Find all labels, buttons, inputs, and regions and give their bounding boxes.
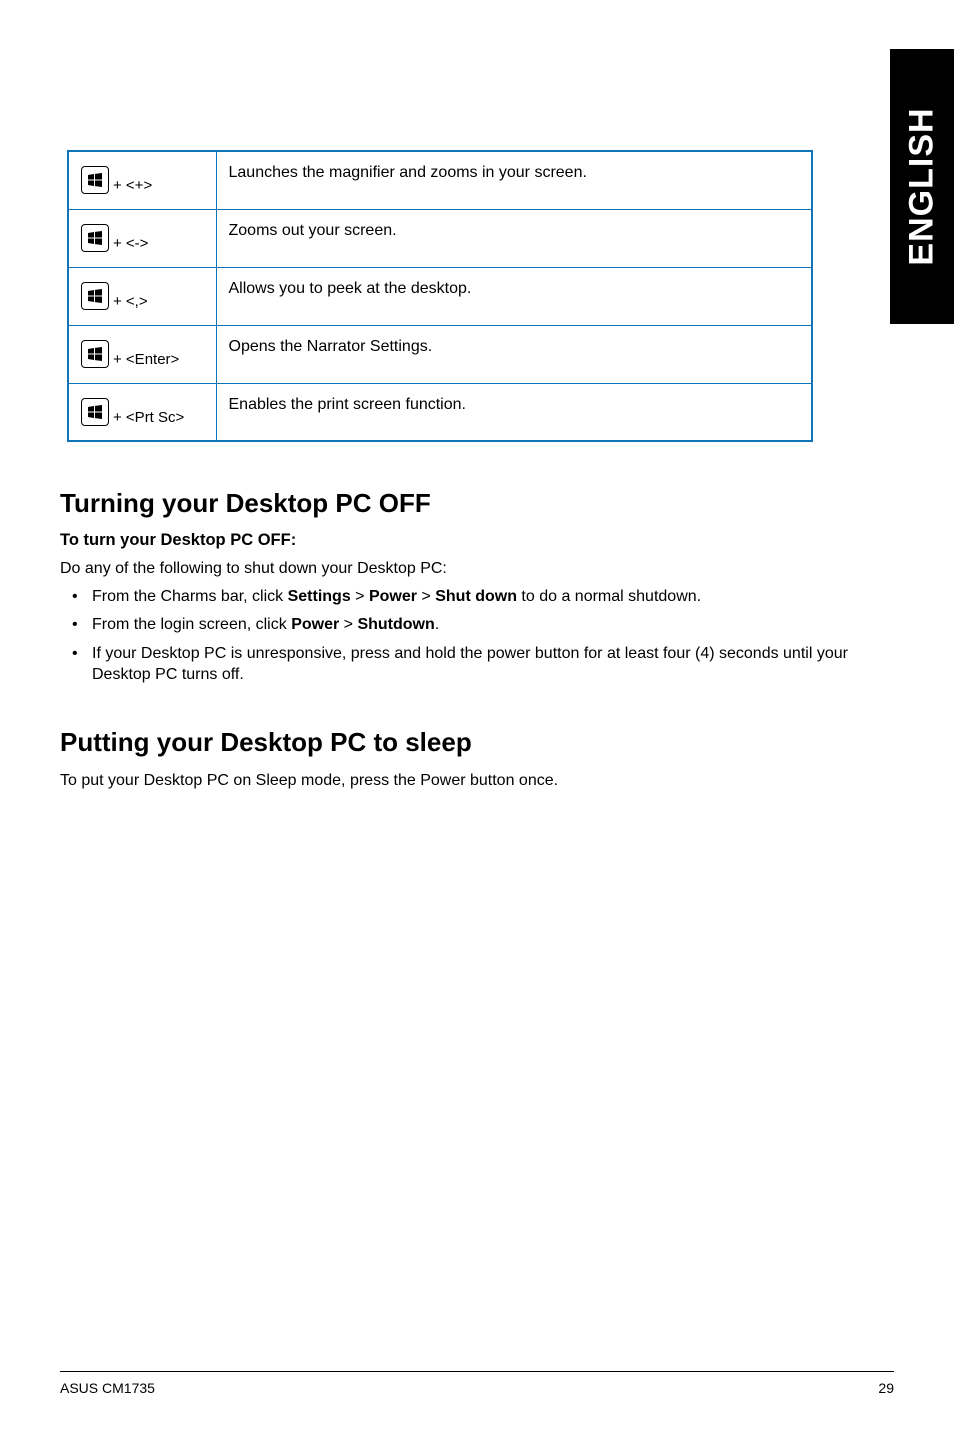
table-row: + <Enter> Opens the Narrator Settings. — [68, 325, 812, 383]
bullet-bold: Shut down — [435, 588, 517, 605]
windows-key-icon — [81, 166, 109, 194]
footer: ASUS CM1735 29 — [60, 1371, 894, 1396]
bullet-text: > — [417, 588, 435, 605]
key-suffix: + <-> — [113, 233, 148, 254]
key-cell: + <Prt Sc> — [68, 383, 216, 441]
key-cell: + <+> — [68, 151, 216, 209]
windows-key-icon — [81, 398, 109, 426]
desc-cell: Launches the magnifier and zooms in your… — [216, 151, 812, 209]
table-row: + <-> Zooms out your screen. — [68, 209, 812, 267]
windows-key-icon — [81, 282, 109, 310]
list-item: From the Charms bar, click Settings > Po… — [60, 586, 894, 608]
list-item: From the login screen, click Power > Shu… — [60, 614, 894, 636]
bullet-text: From the Charms bar, click — [92, 588, 288, 605]
section-heading-sleep: Putting your Desktop PC to sleep — [60, 727, 894, 758]
bullet-bold: Power — [291, 616, 339, 633]
windows-key-icon — [81, 224, 109, 252]
footer-page-number: 29 — [878, 1380, 894, 1396]
footer-left: ASUS CM1735 — [60, 1380, 155, 1396]
bullet-text: to do a normal shutdown. — [517, 588, 701, 605]
language-label: ENGLISH — [903, 107, 942, 265]
desc-cell: Allows you to peek at the desktop. — [216, 267, 812, 325]
section-body: To put your Desktop PC on Sleep mode, pr… — [60, 770, 894, 792]
section-intro: Do any of the following to shut down you… — [60, 558, 894, 580]
windows-key-icon — [81, 340, 109, 368]
key-suffix: + <+> — [113, 175, 152, 196]
key-suffix: + <Prt Sc> — [113, 407, 184, 428]
bullet-bold: Power — [369, 588, 417, 605]
key-cell: + <Enter> — [68, 325, 216, 383]
shortcut-table: + <+> Launches the magnifier and zooms i… — [67, 150, 813, 442]
key-cell: + <,> — [68, 267, 216, 325]
bullet-text: If your Desktop PC is unresponsive, pres… — [92, 645, 848, 684]
bullet-text: From the login screen, click — [92, 616, 291, 633]
page: ENGLISH + <+> Launches the magnifier and… — [0, 0, 954, 1438]
section-subheading: To turn your Desktop PC OFF: — [60, 531, 894, 550]
desc-cell: Zooms out your screen. — [216, 209, 812, 267]
bullet-bold: Shutdown — [357, 616, 434, 633]
bullet-list: From the Charms bar, click Settings > Po… — [60, 586, 894, 686]
key-cell: + <-> — [68, 209, 216, 267]
bullet-text: > — [339, 616, 357, 633]
table-row: + <,> Allows you to peek at the desktop. — [68, 267, 812, 325]
list-item: If your Desktop PC is unresponsive, pres… — [60, 643, 894, 686]
table-row: + <+> Launches the magnifier and zooms i… — [68, 151, 812, 209]
desc-cell: Enables the print screen function. — [216, 383, 812, 441]
key-suffix: + <Enter> — [113, 349, 179, 370]
section-heading-turning-off: Turning your Desktop PC OFF — [60, 488, 894, 519]
bullet-text: . — [435, 616, 439, 633]
desc-cell: Opens the Narrator Settings. — [216, 325, 812, 383]
table-row: + <Prt Sc> Enables the print screen func… — [68, 383, 812, 441]
language-side-tab: ENGLISH — [890, 49, 954, 324]
bullet-bold: Settings — [288, 588, 351, 605]
key-suffix: + <,> — [113, 291, 148, 312]
bullet-text: > — [351, 588, 369, 605]
